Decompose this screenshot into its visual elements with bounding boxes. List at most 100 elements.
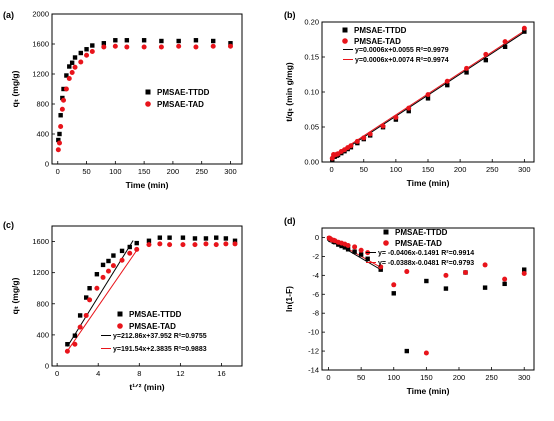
data-point-square <box>443 286 449 291</box>
x-tick-label: 8 <box>137 369 141 378</box>
plot-frame <box>51 225 243 367</box>
data-point-square <box>84 295 89 300</box>
data-point-circle <box>134 246 140 252</box>
data-point-square <box>192 236 198 241</box>
data-point-circle <box>352 244 358 250</box>
legend-label: PMSAE-TAD <box>157 100 204 109</box>
data-point-circle <box>358 247 364 253</box>
data-point-square <box>67 64 72 69</box>
data-point-circle <box>463 269 469 275</box>
legend-marker-circle <box>145 101 151 107</box>
x-tick-label: 150 <box>422 165 435 174</box>
x-tick-label: 0 <box>326 373 330 382</box>
data-point-square <box>146 238 152 243</box>
x-axis-title: t¹ᐟ² (min) <box>129 382 164 392</box>
y-axis-title: qₜ (mg/g) <box>10 277 20 314</box>
x-tick-label: 300 <box>224 167 237 176</box>
y-tick-label: 2000 <box>32 10 49 19</box>
chart-panel: (b) 0 50 100 150 200 250 300 0.00 0.05 0.10 0.15 0.2… <box>284 10 535 188</box>
data-point-square <box>502 44 508 49</box>
data-point-circle <box>127 250 133 256</box>
data-point-circle <box>167 242 173 248</box>
data-point-circle <box>58 124 64 129</box>
y-tick-label: -12 <box>308 347 319 356</box>
data-point-square <box>141 38 147 43</box>
legend-marker-square <box>145 89 151 95</box>
chart-panel: (a) 0 50 100 150 200 250 300 0 400 800 1200 1600 2000… <box>3 10 243 190</box>
y-tick-label: 0 <box>315 233 319 242</box>
data-point-square <box>64 73 69 78</box>
legend-label: PMSAE-TTDD <box>129 310 182 319</box>
x-tick-label: 50 <box>82 167 90 176</box>
y-tick-label: 0.10 <box>304 88 319 97</box>
data-point-circle <box>232 241 238 247</box>
data-point-square <box>58 113 63 118</box>
legend-marker-circle <box>117 323 123 329</box>
x-tick-label: 4 <box>96 369 100 378</box>
x-tick-label: 0 <box>330 165 334 174</box>
data-point-square <box>404 348 409 354</box>
data-point-circle <box>425 92 431 98</box>
data-point-circle <box>464 65 470 71</box>
data-point-circle <box>101 44 107 50</box>
data-point-circle <box>141 44 147 50</box>
data-point-circle <box>72 341 78 347</box>
data-point-circle <box>227 43 233 49</box>
data-point-circle <box>213 242 219 248</box>
x-tick-label: 200 <box>167 167 180 176</box>
data-point-circle <box>119 257 125 263</box>
legend-marker-square <box>342 27 348 33</box>
data-point-square <box>391 291 396 296</box>
legend-marker-square <box>383 229 389 235</box>
y-tick-label: 0.15 <box>304 53 319 62</box>
data-point-circle <box>72 64 78 70</box>
data-point-square <box>72 333 78 338</box>
chart-panel: (c) 0 4 8 12 16 0 400 800 1200 1600 t¹ᐟ² (min) qₜ (m… <box>3 220 243 392</box>
data-point-circle <box>406 105 412 111</box>
legend-marker-circle <box>342 38 348 44</box>
data-point-square <box>84 47 89 52</box>
y-tick-label: 800 <box>36 299 49 308</box>
data-point-square <box>180 235 186 240</box>
y-tick-label: 0.05 <box>304 123 319 132</box>
data-point-square <box>339 243 344 249</box>
y-tick-label: 1600 <box>32 237 49 246</box>
data-point-square <box>522 29 527 34</box>
data-point-circle <box>482 262 488 268</box>
data-point-square <box>69 60 75 65</box>
data-point-square <box>78 50 83 56</box>
fit-equation-label: y=191.54x+2.3835 R²=0.9883 <box>113 346 207 353</box>
data-point-square <box>72 55 78 60</box>
data-point-circle <box>423 350 429 356</box>
x-tick-label: 300 <box>518 373 531 382</box>
data-point-square <box>342 245 348 250</box>
data-point-square <box>352 249 357 254</box>
x-tick-label: 0 <box>55 369 59 378</box>
x-tick-label: 0 <box>56 167 60 176</box>
legend-marker-square <box>117 311 123 317</box>
y-tick-label: 400 <box>36 330 49 339</box>
y-tick-label: -14 <box>308 366 319 375</box>
data-point-circle <box>100 274 106 280</box>
data-point-circle <box>210 43 216 49</box>
data-point-circle <box>110 263 116 269</box>
data-point-square <box>56 137 61 143</box>
legend-label: PMSAE-TAD <box>129 322 176 331</box>
data-point-square <box>223 236 229 241</box>
data-point-circle <box>361 135 367 141</box>
data-point-square <box>100 262 106 268</box>
data-point-circle <box>378 264 384 270</box>
data-point-square <box>176 38 181 44</box>
data-point-circle <box>64 348 70 354</box>
panel-label: (d) <box>284 216 296 226</box>
data-point-square <box>90 43 95 48</box>
data-point-square <box>124 38 130 43</box>
x-axis-title: Time (min) <box>407 178 450 188</box>
data-point-square <box>483 57 489 63</box>
data-point-circle <box>223 241 229 247</box>
data-point-square <box>193 38 199 43</box>
x-tick-label: 100 <box>109 167 122 176</box>
data-point-circle <box>367 131 373 137</box>
data-point-square <box>65 342 70 347</box>
data-point-circle <box>180 242 186 248</box>
